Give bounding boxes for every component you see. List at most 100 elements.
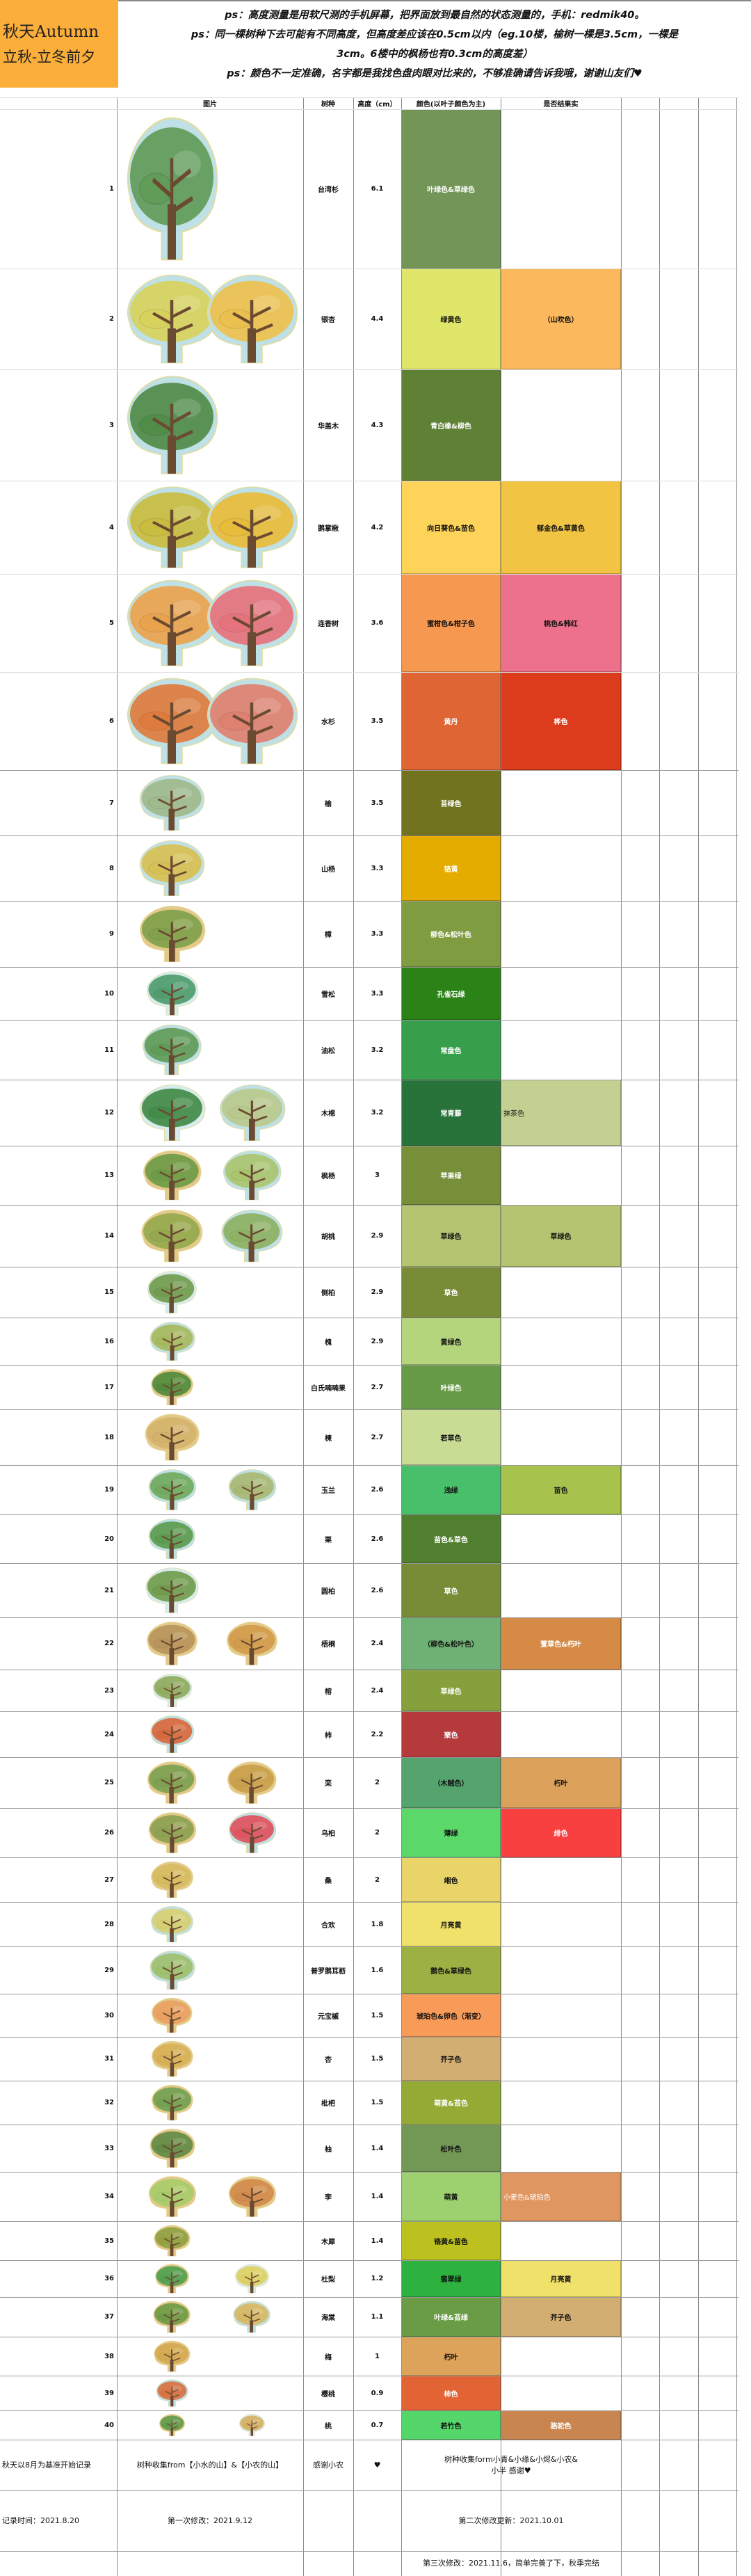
header-color: 颜色(以叶子颜色为主): [416, 101, 486, 109]
fruit-color-swatch: 苗色: [501, 1465, 621, 1514]
height-value: 1.5: [371, 2055, 384, 2063]
leaf-color-swatch: 翡翠绿: [401, 2260, 501, 2297]
species-name: 梧桐: [321, 1641, 335, 1649]
leaf-color-swatch: （柳色&松叶色）: [401, 1617, 501, 1670]
row-number: 17: [104, 1383, 114, 1391]
grid-row-line: [0, 369, 738, 370]
species-name: 木犀: [321, 2238, 335, 2246]
header-height: 高度（cm）: [357, 101, 397, 109]
grid-row-line: [0, 1757, 738, 1758]
species-name: 玉兰: [321, 1487, 335, 1495]
grid-row-line: [0, 2297, 738, 2298]
species-name: 柿: [325, 1731, 332, 1740]
grid-row-line: [0, 1857, 738, 1858]
leaf-color-swatch: 常盘色: [401, 1020, 501, 1080]
leaf-color-swatch: 苹果绿: [401, 1146, 501, 1205]
species-name: 山杨: [321, 865, 335, 874]
row-number: 4: [109, 523, 114, 531]
fruit-color-swatch: 骆驼色: [501, 2410, 621, 2440]
grid-column-line: [659, 97, 660, 2576]
tree-illustration: [233, 2301, 271, 2333]
fruit-color-swatch: 月亮黄: [501, 2260, 621, 2297]
grid-row-line: [0, 109, 738, 110]
first-revision: 第一次修改：2021.9.12: [168, 2515, 252, 2525]
species-name: 楝: [325, 1434, 332, 1443]
tree-illustration: [227, 1622, 277, 1665]
height-value: 1.4: [371, 2144, 384, 2152]
height-value: 2.9: [371, 1288, 384, 1296]
height-value: 0.9: [371, 2389, 384, 2397]
row-number: 22: [104, 1640, 114, 1647]
species-name: 榆: [325, 800, 332, 808]
row-number: 19: [104, 1486, 114, 1494]
tree-illustration: [159, 2414, 185, 2436]
tree-illustration: [152, 1673, 192, 1708]
tree-illustration: [219, 1085, 285, 1141]
grid-row-line: [0, 835, 738, 836]
species-name: 榕: [325, 1688, 332, 1696]
tree-illustration: [154, 2264, 189, 2294]
tree-illustration: [149, 2129, 195, 2168]
row-number: 6: [109, 717, 114, 725]
leaf-color-swatch: 叶绿色: [401, 1365, 501, 1409]
grid-row-line: [0, 1205, 738, 1206]
tree-illustration: [154, 2225, 191, 2257]
leaf-color-swatch: 孔雀石绿: [401, 967, 501, 1020]
grid-row-line: [0, 901, 738, 902]
leaf-color-swatch: 草绿色: [401, 1670, 501, 1711]
height-value: 4.3: [371, 421, 384, 429]
tree-illustration: [127, 579, 218, 666]
grid-row-line: [0, 1465, 738, 1466]
species-name: 杜梨: [321, 2276, 335, 2284]
fruit-color-swatch: 抹茶色: [501, 1080, 621, 1146]
leaf-color-swatch: 黄绿色: [401, 1318, 501, 1365]
fruit-color-swatch: 芥子色: [501, 2297, 621, 2337]
tree-illustration: [234, 2264, 269, 2294]
row-number: 12: [104, 1109, 114, 1117]
note-4: ps：颜色不一定准确，名字都是我找色盘肉眼对比来的，不够准确请告诉我哦，谢谢山友…: [227, 68, 643, 79]
tree-illustration: [151, 1905, 193, 1943]
record-date: 记录时间：2021.8.20: [2, 2515, 79, 2525]
tree-illustration: [147, 1622, 197, 1665]
species-name: 白氏喃喃果: [311, 1384, 346, 1393]
row-number: 3: [109, 421, 114, 429]
height-value: 1.4: [371, 2193, 384, 2200]
height-value: 2.4: [371, 1640, 384, 1647]
footer-note-start: 秋天以8月为基准开始记录: [2, 2460, 91, 2470]
height-value: 4.2: [371, 523, 384, 531]
fruit-color-swatch: 桃色&韩红: [501, 574, 621, 672]
leaf-color-swatch: 黄丹: [401, 672, 501, 770]
height-value: 2.6: [371, 1586, 384, 1594]
species-name: 乌桕: [321, 1830, 335, 1838]
species-name: 华盖木: [318, 422, 339, 431]
grid-row-line: [0, 967, 738, 968]
height-value: 2: [375, 1829, 380, 1837]
height-value: 4.4: [371, 315, 384, 323]
leaf-color-swatch: 鹅色&草绿色: [401, 1946, 501, 1994]
species-name: 海棠: [321, 2314, 335, 2322]
tree-illustration: [221, 1209, 283, 1263]
fruit-color-swatch: 小麦色&琥珀色: [501, 2172, 621, 2221]
row-number: 28: [104, 1920, 114, 1928]
height-value: 1.2: [371, 2275, 384, 2282]
grid-row-line: [0, 2260, 738, 2261]
leaf-color-swatch: 柳色&松叶色: [401, 901, 501, 967]
tree-illustration: [223, 1150, 282, 1201]
tree-illustration: [151, 2084, 193, 2121]
grid-row-line: [0, 1020, 738, 1021]
tree-illustration: [227, 1761, 277, 1804]
footer-heart: ♥: [373, 2460, 381, 2470]
species-name: 李: [325, 2194, 332, 2202]
species-name: 樱桃: [321, 2390, 335, 2399]
grid-row-line: [0, 1617, 738, 1618]
grid-column-line: [117, 97, 118, 2576]
tree-illustration: [239, 2414, 265, 2436]
tree-illustration: [149, 1951, 195, 1990]
grid-row-line: [0, 2221, 738, 2222]
grid-column-line: [621, 97, 622, 2576]
grid-column-line: [401, 97, 402, 2576]
leaf-color-swatch: 月亮黄: [401, 1902, 501, 1946]
height-value: 2.6: [371, 1486, 384, 1494]
height-value: 0.7: [371, 2421, 384, 2429]
row-number: 2: [109, 315, 114, 323]
